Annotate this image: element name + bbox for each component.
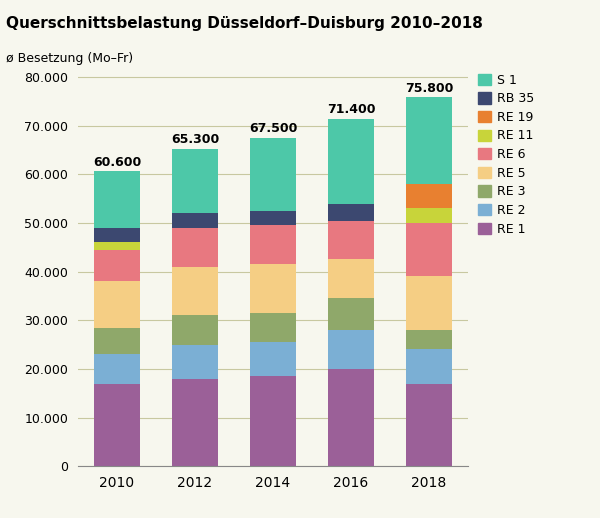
Bar [250, 225, 296, 264]
Bar [172, 379, 218, 466]
Bar [172, 344, 218, 379]
Bar [94, 228, 140, 242]
Bar [250, 264, 296, 313]
Bar [250, 376, 296, 466]
Bar [250, 342, 296, 376]
Text: Querschnittsbelastung Düsseldorf–Duisburg 2010–2018: Querschnittsbelastung Düsseldorf–Duisbur… [6, 16, 483, 31]
Bar [406, 97, 452, 184]
Bar [94, 250, 140, 281]
Bar [406, 223, 452, 277]
Bar [172, 213, 218, 228]
Bar [94, 171, 140, 228]
Bar [94, 327, 140, 354]
Bar [328, 204, 374, 221]
Bar [94, 281, 140, 327]
Bar [328, 119, 374, 204]
Bar [328, 221, 374, 260]
Bar [406, 184, 452, 208]
Bar [406, 350, 452, 383]
Text: 75.800: 75.800 [405, 81, 453, 95]
Bar [328, 260, 374, 298]
Bar [406, 330, 452, 350]
Text: 65.300: 65.300 [171, 133, 219, 146]
Bar [328, 298, 374, 330]
Bar [172, 315, 218, 344]
Bar [94, 242, 140, 250]
Bar [250, 138, 296, 211]
Bar [94, 354, 140, 383]
Bar [328, 330, 374, 369]
Bar [406, 383, 452, 466]
Bar [172, 149, 218, 213]
Bar [172, 228, 218, 267]
Legend: S 1, RB 35, RE 19, RE 11, RE 6, RE 5, RE 3, RE 2, RE 1: S 1, RB 35, RE 19, RE 11, RE 6, RE 5, RE… [478, 74, 534, 236]
Bar [406, 277, 452, 330]
Bar [406, 208, 452, 223]
Text: 67.500: 67.500 [249, 122, 297, 135]
Bar [172, 267, 218, 315]
Bar [250, 313, 296, 342]
Bar [250, 211, 296, 225]
Bar [328, 369, 374, 466]
Text: 71.400: 71.400 [327, 103, 375, 116]
Bar [94, 383, 140, 466]
Text: 60.600: 60.600 [93, 155, 141, 168]
Text: ø Besetzung (Mo–Fr): ø Besetzung (Mo–Fr) [6, 52, 133, 65]
